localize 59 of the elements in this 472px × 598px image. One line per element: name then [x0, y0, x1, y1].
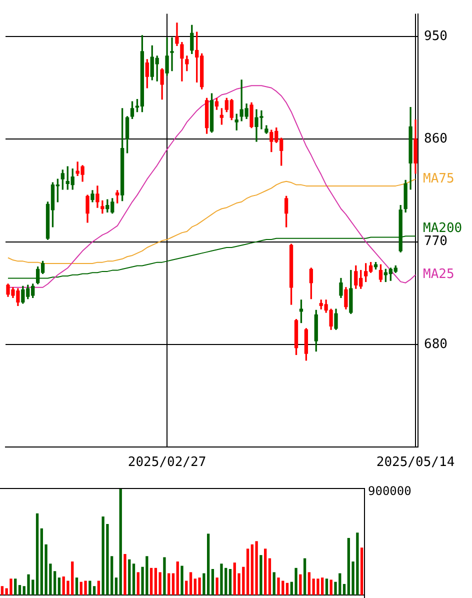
series-label: MA75 — [423, 171, 454, 186]
y-tick-label: 860 — [424, 132, 448, 147]
bar — [36, 513, 39, 595]
bar — [303, 558, 306, 595]
bar — [260, 555, 262, 595]
bar — [154, 568, 158, 595]
x-tick-label: 2025/02/27 — [128, 455, 206, 470]
bar — [176, 562, 179, 595]
bar — [136, 572, 140, 595]
bar — [150, 568, 153, 595]
y-tick-label: 950 — [424, 28, 448, 44]
bar — [342, 584, 346, 595]
bar — [75, 578, 78, 595]
series-label: MA200 — [423, 221, 462, 236]
bar — [132, 564, 136, 595]
x-tick-label: 2025/05/14 — [376, 455, 455, 470]
bar — [325, 578, 328, 595]
bar — [228, 568, 232, 595]
bar — [264, 548, 267, 595]
bar — [84, 580, 87, 595]
bar — [220, 564, 223, 595]
bar — [268, 558, 272, 595]
bar — [158, 572, 162, 595]
bar — [97, 580, 100, 595]
bar — [286, 582, 289, 595]
bar — [180, 566, 184, 595]
bar — [119, 488, 122, 595]
bar — [189, 572, 192, 595]
bar — [14, 578, 17, 595]
bar — [172, 573, 175, 595]
bar — [58, 578, 61, 595]
bar — [128, 559, 131, 595]
bar — [198, 578, 201, 595]
bar — [360, 548, 364, 595]
bar — [18, 585, 22, 595]
bar — [114, 578, 118, 595]
bar — [168, 573, 170, 595]
bar — [216, 578, 218, 595]
bar — [163, 557, 166, 595]
bar — [124, 554, 126, 595]
text: 900000 — [368, 484, 412, 498]
bar — [299, 574, 302, 595]
series-label: MA25 — [423, 267, 454, 282]
bar — [255, 541, 258, 595]
bar — [211, 568, 214, 595]
bar — [330, 580, 332, 595]
y-tick-label: 680 — [424, 336, 448, 352]
bar — [185, 580, 188, 595]
bar — [308, 572, 311, 595]
bar — [294, 568, 298, 595]
bar — [206, 534, 210, 595]
y-tick-label: 770 — [424, 234, 448, 250]
bar — [27, 574, 30, 595]
bar — [272, 572, 276, 595]
bar — [92, 586, 96, 595]
bar — [88, 580, 92, 595]
bar — [246, 548, 250, 595]
bar — [277, 578, 280, 595]
bar — [0, 586, 4, 595]
